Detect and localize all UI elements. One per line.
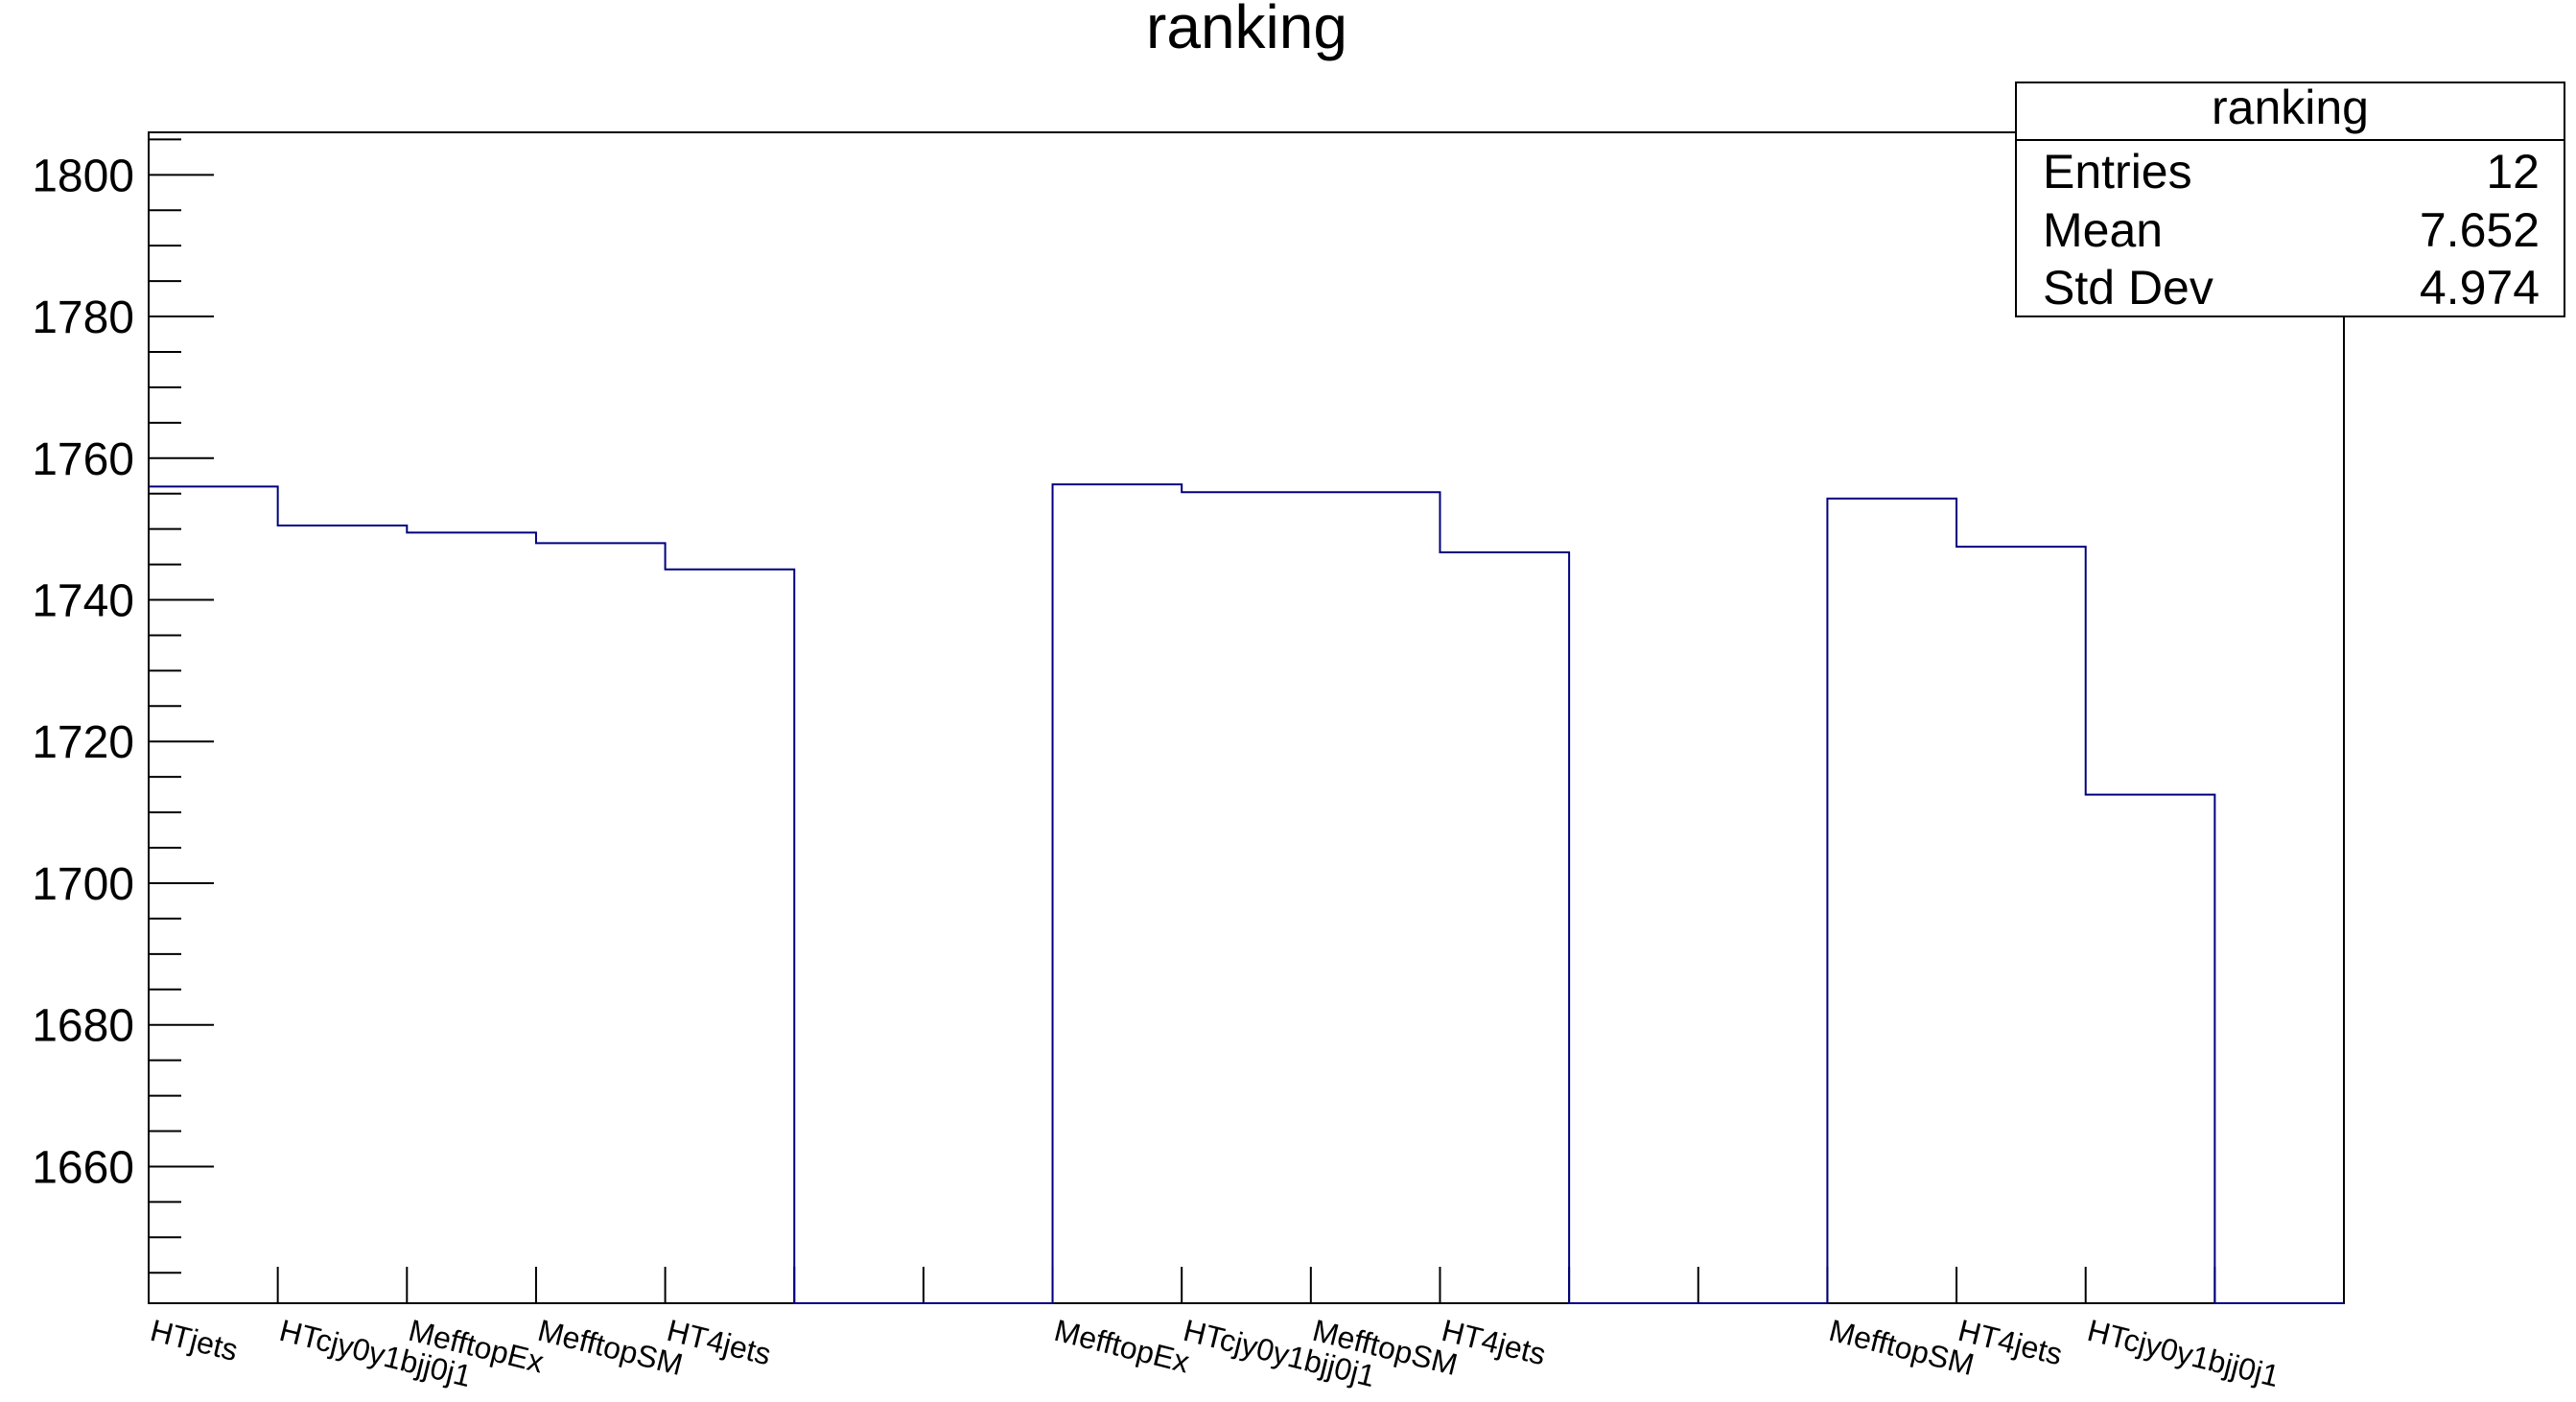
histogram-bin xyxy=(407,532,536,1303)
y-tick-label: 1760 xyxy=(32,434,134,485)
histogram-bin xyxy=(149,486,278,1303)
histogram-bin xyxy=(1827,499,1956,1303)
histogram-outline xyxy=(149,483,2344,1304)
y-tick-label: 1660 xyxy=(32,1142,134,1193)
histogram-bin xyxy=(536,543,666,1303)
y-tick-label: 1800 xyxy=(32,151,134,201)
y-tick-label: 1740 xyxy=(32,576,134,627)
y-tick-label: 1720 xyxy=(32,717,134,768)
histogram-bin xyxy=(278,526,408,1303)
y-tick-label: 1780 xyxy=(32,292,134,343)
x-category-label: MefftopSM xyxy=(1826,1313,1978,1382)
x-category-label: HTcjy0y1bjj0j1 xyxy=(2084,1313,2283,1393)
stats-box-frame xyxy=(2015,82,2565,317)
x-axis: HTjets HTcjy0y1bjj0j1MefftopExMefftopSMHT… xyxy=(147,1267,2283,1393)
histogram-bin xyxy=(1182,492,1311,1303)
histogram-bin xyxy=(666,570,795,1303)
plot-frame xyxy=(148,131,2345,1304)
stats-entries-label: Entries xyxy=(2043,145,2192,199)
chart-title: ranking xyxy=(1146,0,1347,61)
y-axis: 1660 1680 1700 1720 1740 1760 1780 1800 xyxy=(32,138,214,1274)
histogram-bins xyxy=(149,484,2214,1303)
y-tick-label: 1700 xyxy=(32,859,134,910)
x-category-label: MefftopSM xyxy=(534,1313,686,1382)
histogram-bin xyxy=(1311,492,1440,1303)
stats-mean-value: 7.652 xyxy=(2420,203,2540,257)
histogram-bin xyxy=(1440,552,1569,1303)
histogram-bin xyxy=(1053,484,1183,1303)
stats-box-title: ranking xyxy=(2212,81,2369,134)
stats-stddev-value: 4.974 xyxy=(2420,261,2540,315)
histogram-bin xyxy=(2086,795,2215,1303)
histogram-bin xyxy=(1956,547,2086,1303)
x-category-label: MefftopEx xyxy=(1051,1313,1193,1380)
stats-mean-label: Mean xyxy=(2043,203,2163,257)
stats-stddev-label: Std Dev xyxy=(2043,261,2213,315)
stats-box: ranking Entries 12 Mean 7.652 Std Dev 4.… xyxy=(2015,81,2565,317)
y-tick-label: 1680 xyxy=(32,1001,134,1052)
x-category-label: HTjets xyxy=(147,1313,241,1367)
stats-entries-value: 12 xyxy=(2486,145,2540,199)
